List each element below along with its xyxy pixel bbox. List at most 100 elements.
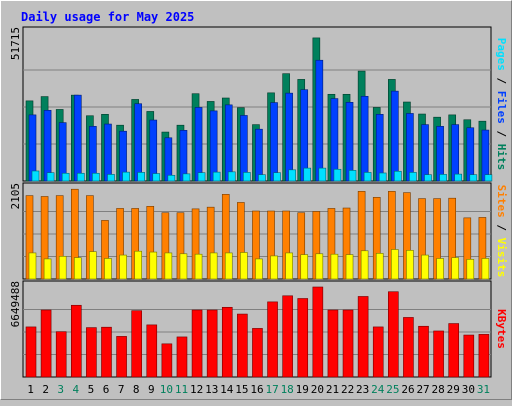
day-label-8: 8 [133, 383, 140, 396]
series-label-part: Sites [495, 185, 508, 218]
bar-kbytes-kbytes-17 [267, 301, 278, 378]
bar-hits-files-4 [73, 94, 82, 182]
bar-visits-sites-19 [300, 254, 309, 280]
bar-hits-pages-24 [378, 172, 387, 182]
bar-kbytes-kbytes-4 [70, 304, 82, 378]
bar-kbytes-kbytes-13 [206, 309, 218, 378]
bar-kbytes-kbytes-28 [433, 330, 444, 378]
series-label-part: / [495, 218, 508, 238]
bar-kbytes-kbytes-27 [418, 325, 429, 378]
bar-kbytes-kbytes-8 [131, 310, 142, 378]
bar-hits-files-14 [224, 104, 233, 182]
day-label-22: 22 [341, 383, 354, 396]
bar-hits-files-19 [300, 89, 309, 182]
bar-hits-files-20 [315, 59, 324, 182]
bar-hits-files-30 [466, 127, 475, 182]
bar-visits-sites-14 [224, 252, 233, 280]
day-label-5: 5 [88, 383, 95, 396]
bar-hits-files-15 [240, 115, 248, 182]
series-label-part: / [495, 71, 508, 91]
day-label-13: 13 [205, 383, 218, 396]
bar-kbytes-kbytes-25 [388, 291, 399, 378]
bar-hits-files-25 [391, 90, 399, 182]
series-label-part: Visits [495, 238, 508, 278]
bar-hits-files-13 [209, 110, 218, 182]
bar-visits-sites-5 [89, 251, 97, 280]
day-label-31: 31 [477, 383, 490, 396]
bar-hits-pages-16 [258, 174, 266, 182]
bar-hits-pages-2 [46, 172, 55, 182]
day-label-23: 23 [356, 383, 369, 396]
bar-kbytes-kbytes-7 [116, 336, 127, 378]
series-label-part: Pages [495, 38, 508, 71]
day-label-2: 2 [42, 383, 49, 396]
bar-kbytes-kbytes-5 [86, 327, 97, 378]
bar-hits-files-16 [255, 128, 263, 182]
bar-hits-pages-1 [31, 170, 40, 182]
series-label-part: Hits [495, 144, 508, 171]
day-label-7: 7 [118, 383, 125, 396]
day-label-26: 26 [401, 383, 414, 396]
bar-hits-files-23 [360, 95, 369, 182]
series-label-part: / [495, 124, 508, 144]
bar-kbytes-kbytes-20 [312, 286, 324, 378]
bar-kbytes-kbytes-2 [40, 309, 52, 378]
bar-visits-sites-23 [360, 250, 369, 280]
ymax-label-visits: 2105 [9, 183, 22, 210]
bar-hits-pages-26 [409, 172, 417, 182]
bar-visits-sites-10 [164, 252, 173, 280]
bar-hits-pages-14 [227, 171, 236, 182]
bar-visits-sites-27 [421, 254, 429, 280]
day-label-11: 11 [175, 383, 188, 396]
chart-title: Daily usage for May 2025 [21, 10, 194, 24]
bar-kbytes-kbytes-11 [176, 336, 188, 378]
bar-kbytes-kbytes-24 [372, 326, 384, 378]
bar-visits-sites-12 [194, 253, 203, 280]
series-label-kbytes: KBytes [495, 309, 508, 349]
day-label-6: 6 [103, 383, 110, 396]
bar-visits-sites-8 [134, 250, 142, 280]
bar-kbytes-kbytes-30 [463, 334, 475, 378]
bar-hits-pages-4 [76, 172, 85, 182]
bar-kbytes-kbytes-14 [221, 306, 233, 378]
bar-hits-pages-29 [454, 173, 463, 182]
bar-hits-pages-23 [363, 172, 372, 182]
day-label-15: 15 [235, 383, 248, 396]
bar-hits-files-31 [481, 129, 490, 182]
bar-hits-pages-3 [61, 172, 70, 182]
day-label-12: 12 [190, 383, 203, 396]
bar-visits-sites-28 [436, 258, 444, 280]
bar-hits-pages-31 [484, 174, 493, 182]
bar-hits-pages-19 [303, 167, 312, 182]
bar-hits-files-21 [330, 98, 339, 182]
bar-hits-files-3 [58, 122, 67, 182]
bar-hits-pages-6 [107, 174, 115, 182]
day-label-29: 29 [447, 383, 460, 396]
bar-hits-files-8 [134, 103, 142, 182]
bar-hits-pages-13 [212, 171, 221, 182]
bar-hits-pages-8 [137, 172, 145, 182]
day-label-1: 1 [27, 383, 34, 396]
bar-hits-files-6 [104, 123, 112, 182]
bar-kbytes-kbytes-22 [342, 309, 354, 378]
bar-kbytes-kbytes-18 [282, 295, 293, 378]
bar-kbytes-kbytes-3 [55, 331, 67, 378]
day-label-25: 25 [386, 383, 399, 396]
bar-hits-files-2 [43, 110, 52, 182]
bar-visits-sites-4 [73, 257, 82, 280]
series-label-hits: Pages / Files / Hits [495, 38, 508, 171]
ymax-label-kbytes: 6649488 [9, 281, 22, 327]
day-label-16: 16 [250, 383, 263, 396]
bar-hits-pages-28 [439, 174, 447, 182]
bar-kbytes-kbytes-15 [237, 313, 248, 378]
bar-kbytes-kbytes-9 [146, 324, 158, 378]
bar-kbytes-kbytes-26 [403, 317, 414, 378]
day-label-27: 27 [416, 383, 429, 396]
day-label-28: 28 [432, 383, 445, 396]
bar-hits-files-12 [194, 107, 203, 182]
bar-hits-pages-12 [197, 172, 206, 182]
bar-kbytes-kbytes-1 [25, 326, 37, 378]
bar-visits-sites-17 [270, 255, 278, 280]
